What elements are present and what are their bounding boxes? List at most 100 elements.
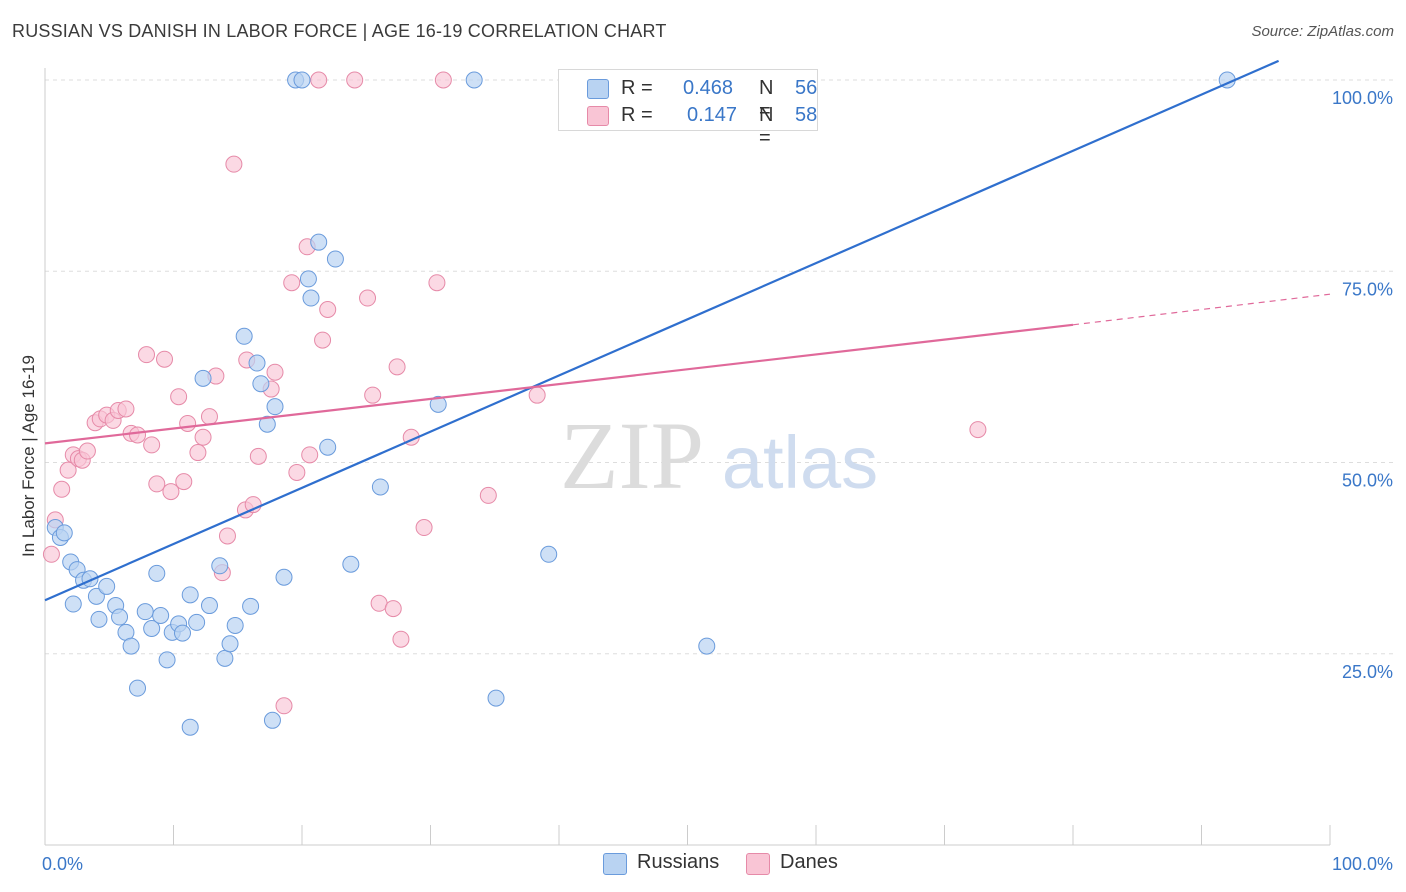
danes-point: [162, 483, 180, 501]
r-label: R =: [621, 104, 653, 126]
danes-point: [479, 486, 497, 504]
danes-point: [179, 414, 197, 432]
russians-point: [87, 587, 105, 605]
russians-point: [242, 597, 260, 615]
russians-point: [371, 478, 389, 496]
trend-lines: [44, 59, 1331, 602]
russians-legend-label: Russians: [637, 851, 720, 873]
russians-point: [310, 233, 328, 251]
danes-point: [384, 600, 402, 618]
russians-point: [429, 395, 447, 413]
russians-point: [275, 568, 293, 586]
n-value: 56: [795, 77, 818, 99]
russians-point: [188, 613, 206, 631]
danes-point: [359, 289, 377, 307]
y-tick-label: 75.0%: [1342, 279, 1393, 299]
russians-point: [129, 679, 147, 697]
russians-point: [158, 651, 176, 669]
watermark-atlas: atlas: [722, 421, 878, 504]
russians-point: [181, 586, 199, 604]
russians-point: [194, 369, 212, 387]
russians-point: [293, 71, 311, 89]
danes-point: [370, 594, 388, 612]
russians-point: [143, 620, 161, 638]
russians-point: [319, 438, 337, 456]
danes-point: [42, 545, 60, 563]
russians-point: [55, 524, 73, 542]
danes-point: [288, 463, 306, 481]
y-tick-label: 100.0%: [1332, 88, 1393, 108]
russians-series: [46, 71, 1236, 736]
danes-point: [283, 274, 301, 292]
russians-point: [136, 603, 154, 621]
danes-point: [434, 71, 452, 89]
watermark-zip: ZIP: [560, 402, 704, 509]
danes-point: [415, 519, 433, 537]
russians-point: [152, 607, 170, 624]
russians-point: [235, 327, 253, 345]
russians-point: [465, 71, 483, 89]
r-value: 0.147: [687, 104, 738, 126]
russians-point: [266, 398, 284, 416]
russians-point: [487, 689, 505, 707]
russians-point: [299, 270, 317, 288]
russians-point: [221, 635, 239, 653]
watermark: ZIP atlas: [560, 402, 878, 509]
russians-point: [226, 616, 244, 634]
danes-point: [129, 426, 147, 444]
russians-point: [263, 711, 281, 729]
source-label: Source: ZipAtlas.com: [1251, 23, 1394, 40]
danes-trend-line: [44, 323, 1074, 445]
danes-point: [189, 444, 207, 462]
danes-legend-swatch: [746, 853, 770, 875]
russians-point: [216, 649, 234, 667]
danes-point: [59, 461, 77, 479]
russians-point: [98, 577, 116, 595]
x-tick-label: 100.0%: [1332, 854, 1393, 874]
russians-point: [342, 555, 360, 573]
russians-point: [252, 375, 270, 393]
danes-point: [310, 71, 328, 89]
danes-point: [388, 358, 406, 376]
danes-point: [194, 428, 212, 446]
russians-point: [148, 564, 166, 582]
danes-point: [249, 447, 267, 465]
russians-point: [698, 637, 716, 655]
danes-trend-extension: [1072, 293, 1331, 326]
danes-point: [346, 71, 364, 89]
russians-point: [200, 597, 218, 615]
danes-series: [42, 71, 987, 715]
danes-point: [392, 630, 410, 648]
danes-point: [319, 301, 337, 318]
y-axis-label: In Labor Force | Age 16-19: [19, 355, 38, 557]
x-tick-label: 0.0%: [42, 854, 83, 874]
axes: [44, 68, 1331, 846]
danes-point: [428, 274, 446, 292]
danes-point: [117, 400, 135, 418]
danes-point: [170, 388, 188, 406]
y-tick-label: 50.0%: [1342, 471, 1393, 491]
danes-legend-label: Danes: [780, 851, 838, 873]
danes-point: [175, 473, 193, 491]
danes-point: [275, 697, 293, 715]
russians-legend-swatch: [603, 853, 627, 875]
n-label: N =: [759, 104, 774, 149]
russians-point: [258, 415, 276, 433]
russians-point: [540, 545, 558, 563]
danes-point: [200, 408, 218, 426]
russians-point: [173, 624, 191, 642]
r-value: 0.468: [683, 77, 734, 99]
danes-point: [53, 480, 71, 498]
danes-point: [225, 155, 243, 173]
danes-point: [301, 446, 319, 464]
danes-point: [969, 421, 987, 439]
russians-point: [326, 250, 344, 268]
russians-point: [64, 595, 82, 613]
russians-point: [181, 718, 199, 736]
tick-labels: 25.0% 50.0% 75.0% 100.0% 0.0% 100.0%: [42, 88, 1393, 874]
russians-trend-line: [44, 59, 1280, 602]
y-tick-label: 25.0%: [1342, 662, 1393, 682]
danes-point: [218, 527, 236, 545]
danes-point: [528, 386, 546, 404]
danes-point: [314, 331, 332, 349]
